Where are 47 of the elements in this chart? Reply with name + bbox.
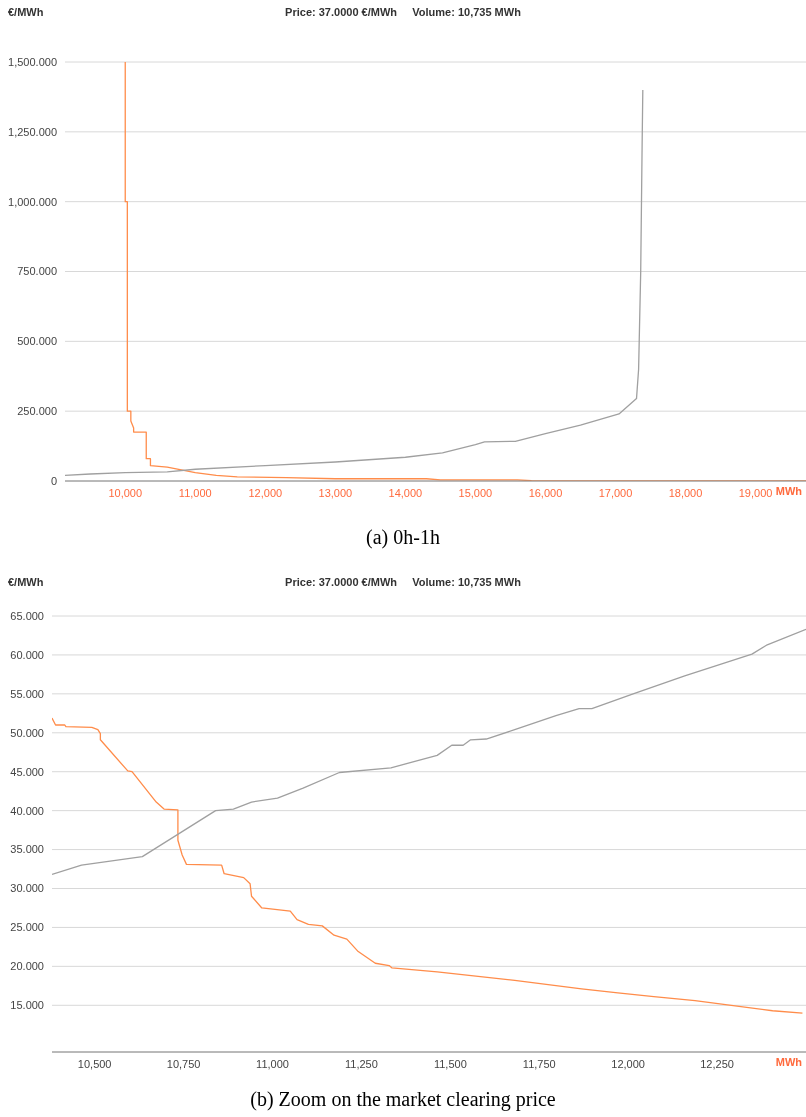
y-tick-label: 0: [50, 474, 57, 487]
x-tick-label: 11,000: [178, 486, 212, 499]
y-tick-label: 250.000: [17, 405, 57, 418]
text: (a) 0h-1h: [366, 526, 440, 549]
y-tick-label: 30.000: [10, 882, 44, 895]
chart-title: Price: 37.0000 €/MWh Volume: 10,735 MWh: [285, 576, 521, 588]
x-tick-label: 12,000: [611, 1057, 645, 1070]
x-tick-label: 14,000: [388, 486, 423, 499]
y-tick-label: 20.000: [10, 960, 44, 973]
x-tick-label: 10,750: [166, 1057, 201, 1070]
y-tick-label: 45.000: [10, 765, 44, 778]
y-tick-label: 1,500.000: [8, 55, 57, 68]
y-tick-label: 35.000: [10, 843, 44, 856]
x-tick-label: 12,250: [700, 1057, 734, 1070]
x-tick-label: 12,000: [248, 486, 283, 499]
y-tick-label: 50.000: [10, 726, 44, 739]
y-tick-label: 1,250.000: [8, 125, 57, 138]
x-tick-label: 13,000: [318, 486, 353, 499]
y-tick-label: 55.000: [10, 687, 44, 700]
x-tick-label: 10,500: [77, 1057, 112, 1070]
y-axis-title: €/MWh: [8, 576, 44, 588]
x-tick-label: 10,000: [108, 486, 143, 499]
y-tick-label: 25.000: [10, 921, 44, 934]
x-tick-label: 15,000: [458, 486, 493, 499]
x-tick-label: 18,000: [668, 486, 703, 499]
y-tick-label: 60.000: [10, 648, 44, 661]
x-tick-label: 11,750: [522, 1057, 556, 1070]
y-tick-label: 65.000: [10, 609, 44, 622]
y-tick-label: 750.000: [17, 265, 57, 278]
line-series: [65, 89, 644, 477]
x-tick-label: 11,250: [345, 1057, 378, 1070]
x-axis-title: MWh: [773, 485, 802, 497]
x-tick-label: 16,000: [528, 486, 563, 499]
chart-title: Price: 37.0000 €/MWh Volume: 10,735 MWh: [285, 6, 521, 18]
y-tick-label: 500.000: [17, 335, 57, 348]
y-tick-label: 40.000: [10, 804, 44, 817]
line-series: [52, 717, 804, 1014]
x-tick-label: 17,000: [598, 486, 633, 499]
x-tick-label: 19,000: [738, 486, 773, 499]
y-axis-title: €/MWh: [8, 6, 44, 18]
line-series: [52, 628, 806, 876]
x-tick-label: 11,000: [256, 1057, 289, 1070]
x-tick-label: 11,500: [433, 1057, 467, 1070]
x-axis-title: MWh: [773, 1056, 802, 1068]
text: (b) Zoom on the market clearing price: [250, 1087, 556, 1111]
y-tick-label: 15.000: [10, 999, 44, 1012]
y-tick-label: 1,000.000: [8, 195, 57, 208]
